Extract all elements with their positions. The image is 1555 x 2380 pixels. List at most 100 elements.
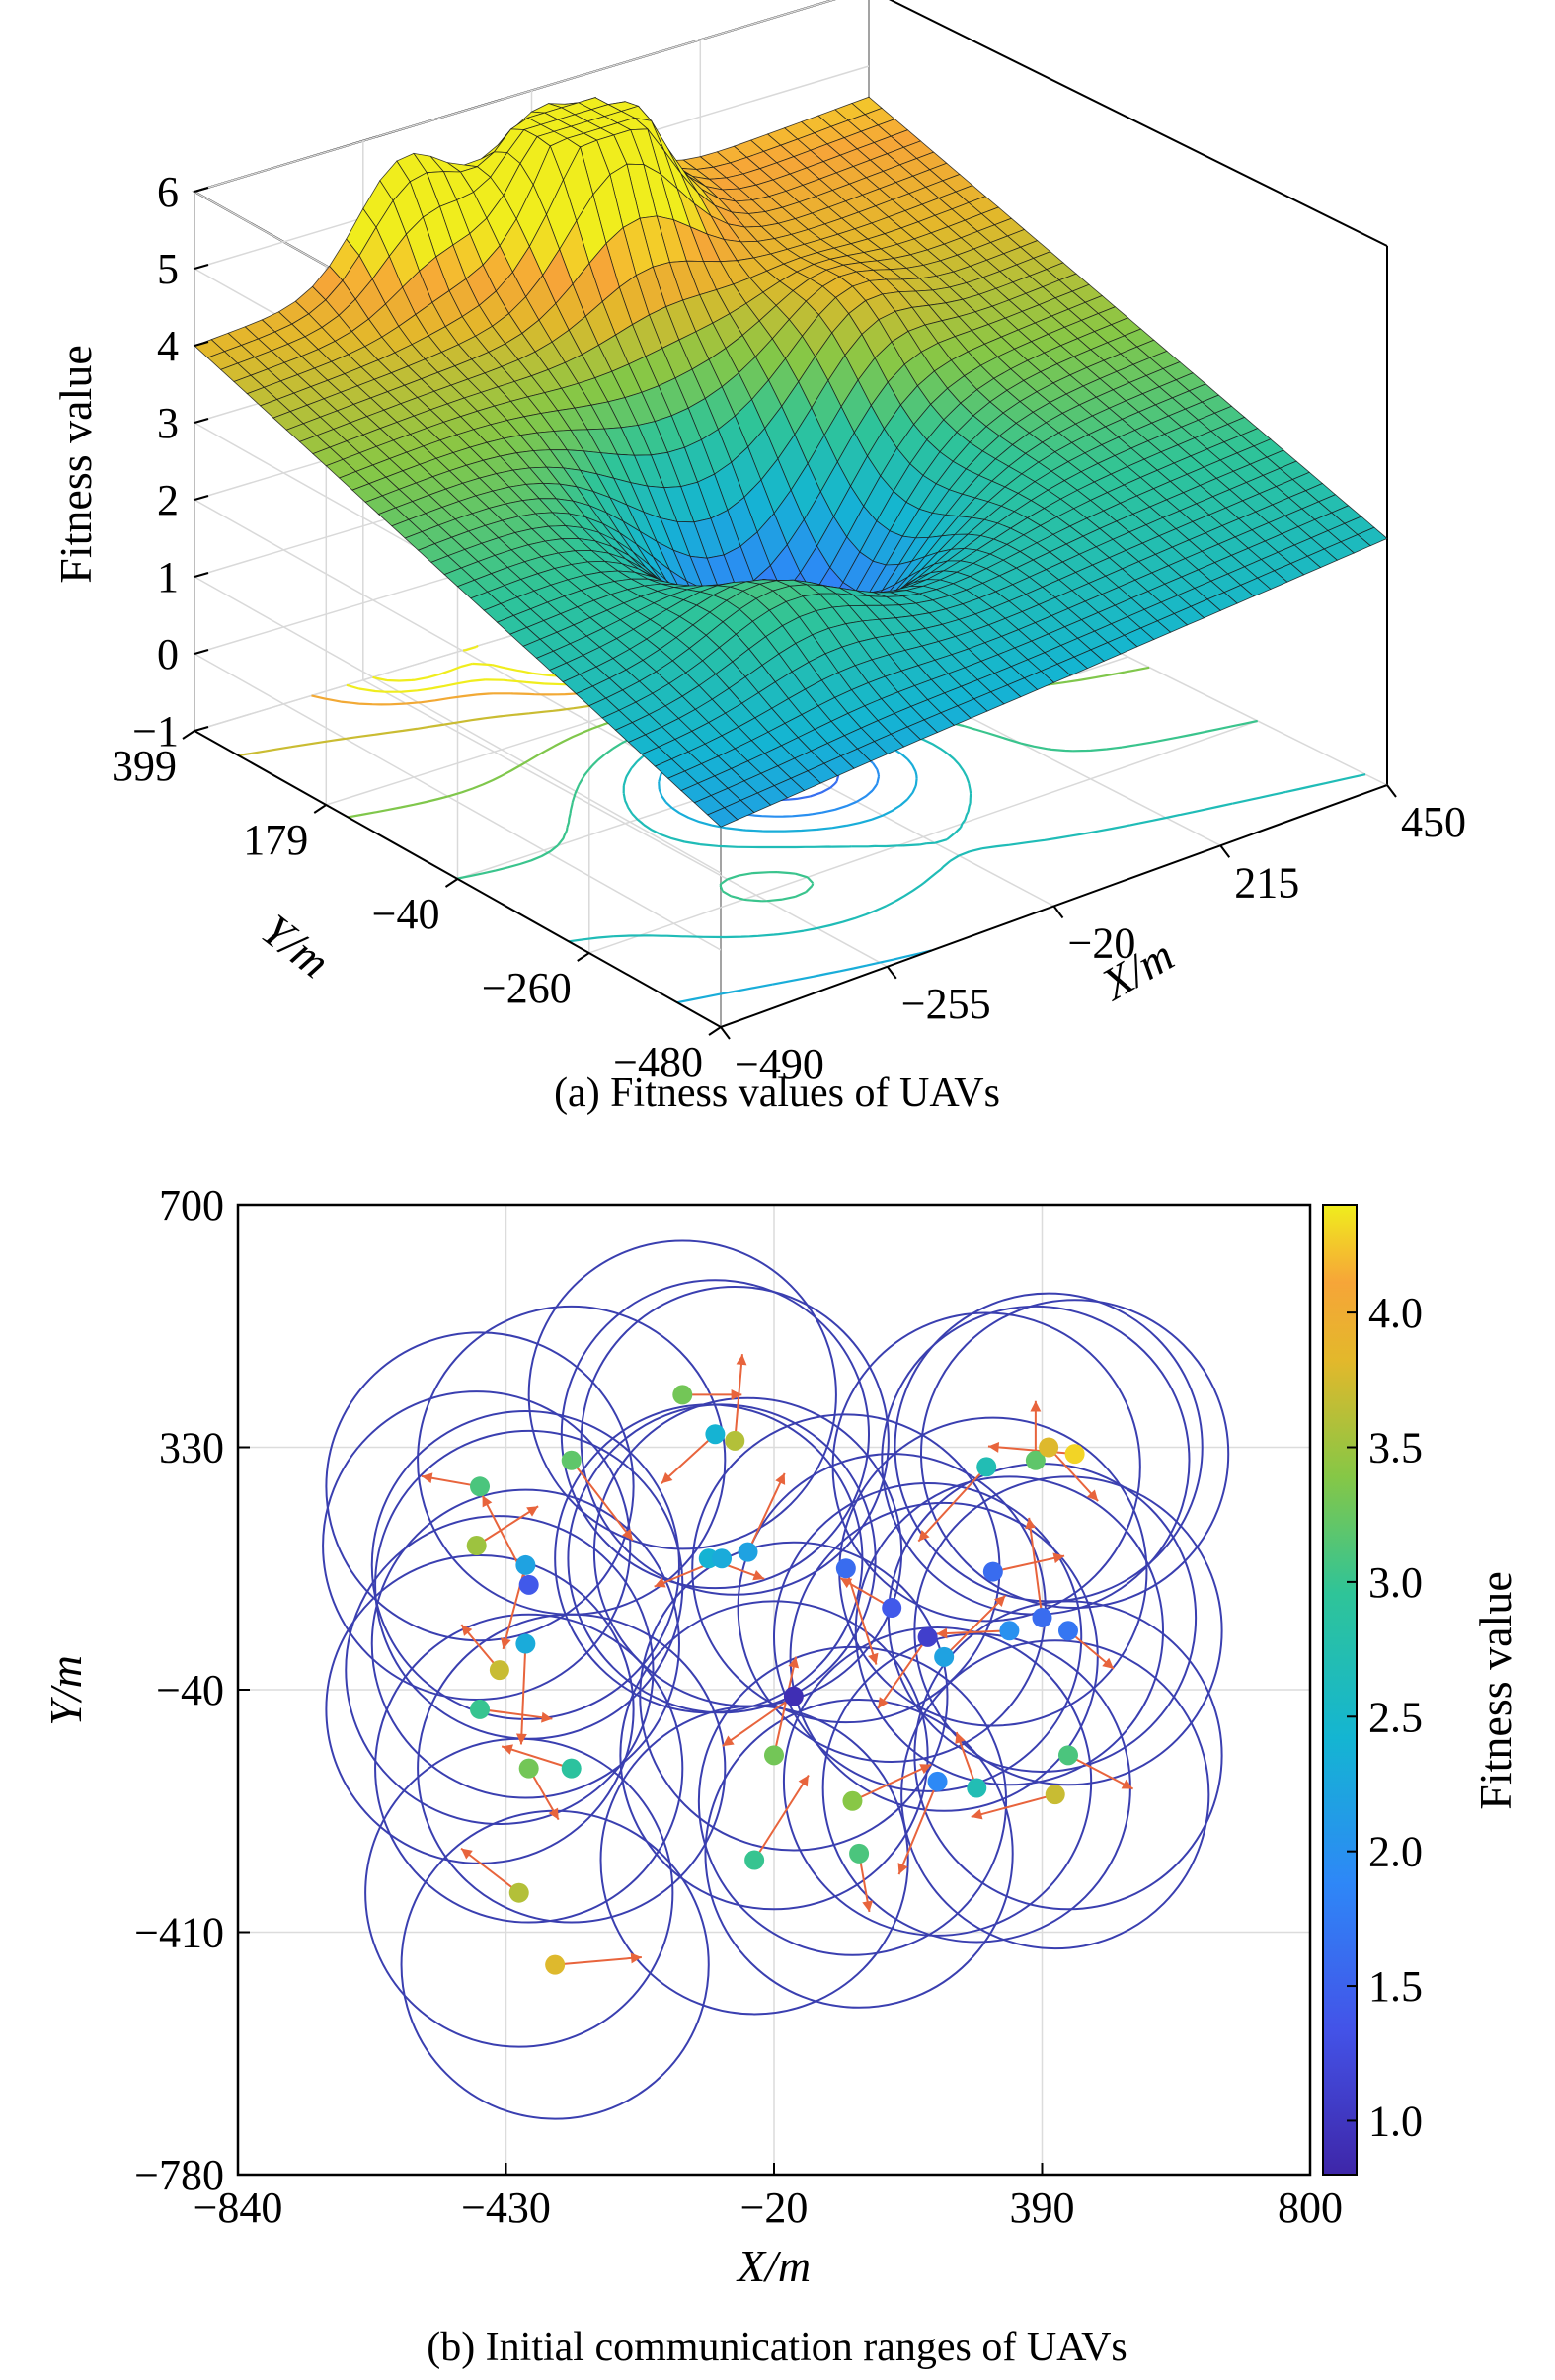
arrow-head: [897, 1863, 908, 1875]
communication-circle: [599, 1705, 909, 2016]
uav-point: [470, 1699, 491, 1719]
fitness-surface: [194, 96, 1388, 828]
uav-point: [976, 1457, 997, 1477]
colorbar-tick-label: 4.0: [1368, 1289, 1423, 1337]
velocity-arrow: [773, 1656, 798, 1756]
arrow-head: [868, 1652, 879, 1665]
velocity-arrow: [734, 1354, 743, 1441]
x-tick-label: 450: [1401, 798, 1466, 846]
y-axis-label: Y/m: [253, 905, 340, 988]
arrow-head: [501, 1637, 511, 1649]
arrow-head: [661, 1471, 673, 1484]
velocity-arrow: [661, 1433, 717, 1484]
uav-points: [466, 1385, 1085, 1975]
communication-circle: [370, 1488, 680, 1799]
uav-point: [917, 1626, 938, 1647]
x-tick-label: −840: [194, 2183, 283, 2232]
velocity-arrow: [1067, 1754, 1134, 1790]
uav-point: [1064, 1444, 1085, 1465]
x-tick-label: −20: [1068, 919, 1136, 968]
arrow-head: [840, 1578, 853, 1589]
x-tick-mark: [720, 1026, 731, 1040]
communication-circle: [325, 1331, 635, 1642]
arrow-head: [1025, 1517, 1036, 1530]
velocity-arrow: [460, 1847, 520, 1894]
colorbar: [1322, 1204, 1358, 2176]
uav-point: [508, 1882, 529, 1903]
x-tick-mark: [1219, 844, 1231, 858]
x-tick-label: −490: [735, 1040, 824, 1088]
uav-point: [518, 1574, 539, 1595]
uav-point: [1025, 1450, 1046, 1470]
arrow-head: [1030, 1400, 1042, 1412]
velocity-arrows: [421, 1354, 1134, 1966]
surface-plot: 6 5 4 3 2 1 0 −1 −490 −255 −20 215 450 399 179 −40 −260−…: [50, 0, 1466, 1116]
arrow-head: [722, 1735, 735, 1747]
communication-circle: [913, 1475, 1223, 1786]
y-tick-mark: [313, 804, 327, 814]
velocity-arrow: [917, 1466, 987, 1543]
uav-point: [545, 1954, 566, 1975]
3d-axis-ticks: 6 5 4 3 2 1 0 −1 −490 −255 −20 215 450 399 179 −40 −260−…: [112, 168, 1466, 1088]
x-tick-label: 390: [1010, 2183, 1075, 2232]
communication-circle: [370, 1410, 680, 1720]
uav-point: [489, 1660, 509, 1681]
colorbar-tick-label: 2.0: [1368, 1828, 1423, 1876]
velocity-arrow: [971, 1793, 1056, 1818]
velocity-arrow: [501, 1745, 573, 1770]
uav-point: [725, 1430, 745, 1451]
arrow-head: [461, 1848, 473, 1860]
communication-circle: [704, 1698, 1014, 2009]
arrow-head: [515, 1733, 527, 1745]
y-tick-label: −40: [372, 890, 440, 938]
y-tick-label: −410: [134, 1909, 224, 1957]
arrow-head: [548, 1807, 559, 1820]
communication-circle: [417, 1613, 727, 1924]
y-tick-label: −480: [613, 1038, 703, 1086]
x-tick-label: −430: [461, 2183, 551, 2232]
uav-point: [1045, 1785, 1065, 1805]
uav-point: [1032, 1608, 1052, 1628]
communication-circle: [900, 1639, 1210, 1950]
velocity-arrow: [1028, 1517, 1044, 1619]
x-tick-mark: [1386, 784, 1397, 798]
colorbar-tick-label: 2.5: [1368, 1693, 1423, 1741]
uav-point: [999, 1621, 1020, 1641]
x-tick-label: 215: [1234, 858, 1299, 907]
communication-circle: [619, 1600, 929, 1911]
arrow-head: [752, 1570, 765, 1581]
y-tick-label: −260: [482, 964, 572, 1012]
arrow-head: [1086, 1489, 1099, 1502]
colorbar-tick-label: 3.5: [1368, 1424, 1423, 1472]
communication-circle: [527, 1239, 837, 1550]
uav-point: [515, 1554, 536, 1575]
communication-range-plot: −840 −430 −20 390 800 700 330 −40 −410 −780 Y/m X…: [40, 1181, 1520, 2370]
caption-a: (a) Fitness values of UAVs: [554, 1071, 1000, 1116]
communication-circle: [737, 1453, 1047, 1763]
velocity-arrow: [555, 1956, 642, 1966]
communication-circle: [789, 1501, 1099, 1812]
uav-point: [1039, 1437, 1059, 1458]
uav-point: [842, 1790, 863, 1811]
x-tick-mark: [1052, 905, 1064, 919]
uav-point: [515, 1633, 536, 1654]
velocity-arrow: [1048, 1446, 1099, 1502]
z-tick-mark: [194, 341, 209, 347]
z-axis-label: Fitness value: [50, 345, 101, 583]
velocity-arrow: [943, 1594, 1007, 1658]
arrow-head: [878, 1697, 889, 1709]
communication-circle: [697, 1645, 1008, 1956]
arrow-head: [731, 1388, 742, 1400]
velocity-arrow: [753, 1774, 810, 1862]
velocity-arrow: [722, 1695, 795, 1747]
uav-point: [1057, 1745, 1078, 1766]
arrow-head: [775, 1472, 786, 1485]
z-tick-mark: [194, 572, 209, 578]
uav-point: [561, 1758, 582, 1779]
z-tick-mark: [194, 264, 209, 270]
velocity-arrow: [479, 1707, 553, 1720]
z-tick-label: 5: [157, 245, 179, 293]
uav-point: [849, 1843, 870, 1864]
uav-point: [835, 1558, 856, 1579]
velocity-arrow: [936, 1629, 1010, 1635]
